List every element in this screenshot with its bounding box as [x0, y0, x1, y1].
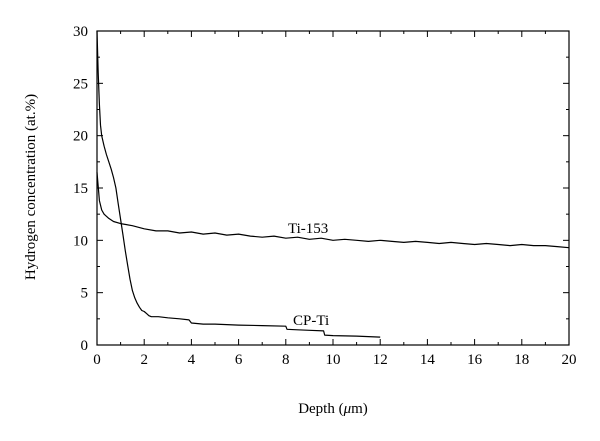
x-axis-label-prefix: Depth ( [298, 401, 343, 417]
x-tick-label: 0 [93, 352, 101, 368]
y-axis-label: Hydrogen concentration (at.%) [23, 94, 39, 280]
x-tick-label: 4 [188, 352, 196, 368]
x-tick-label: 20 [562, 352, 577, 368]
x-axis-label-unit: μ [343, 401, 352, 417]
x-tick-label: 10 [326, 352, 341, 368]
series-lines [96, 30, 570, 338]
series-line-ti-153 [96, 172, 570, 249]
y-tick-label: 0 [81, 338, 89, 354]
x-tick-label: 2 [140, 352, 148, 368]
plot-area [96, 30, 570, 346]
y-axis-ticks: 0 5 10 15 20 25 30 [73, 24, 569, 354]
x-tick-label: 12 [373, 352, 388, 368]
y-tick-label: 5 [81, 286, 89, 302]
y-tick-label: 20 [73, 129, 88, 145]
series-line-cp-ti [96, 30, 381, 338]
series-label-cp-ti: CP-Ti [293, 313, 329, 329]
x-axis-label-suffix: m) [351, 401, 368, 417]
x-tick-label: 14 [420, 352, 436, 368]
x-axis-ticks: 0 2 4 6 8 10 12 14 16 18 20 [93, 31, 577, 368]
x-tick-label: 8 [282, 352, 290, 368]
y-tick-label: 30 [73, 24, 88, 40]
y-tick-label: 15 [73, 181, 88, 197]
x-axis-label: Depth (μm) [298, 401, 368, 417]
x-tick-label: 16 [467, 352, 483, 368]
y-tick-label: 25 [73, 76, 88, 92]
x-tick-label: 6 [235, 352, 243, 368]
plot-frame [96, 30, 570, 346]
y-tick-label: 10 [73, 233, 88, 249]
x-tick-label: 18 [514, 352, 529, 368]
series-label-ti-153: Ti-153 [288, 221, 328, 237]
